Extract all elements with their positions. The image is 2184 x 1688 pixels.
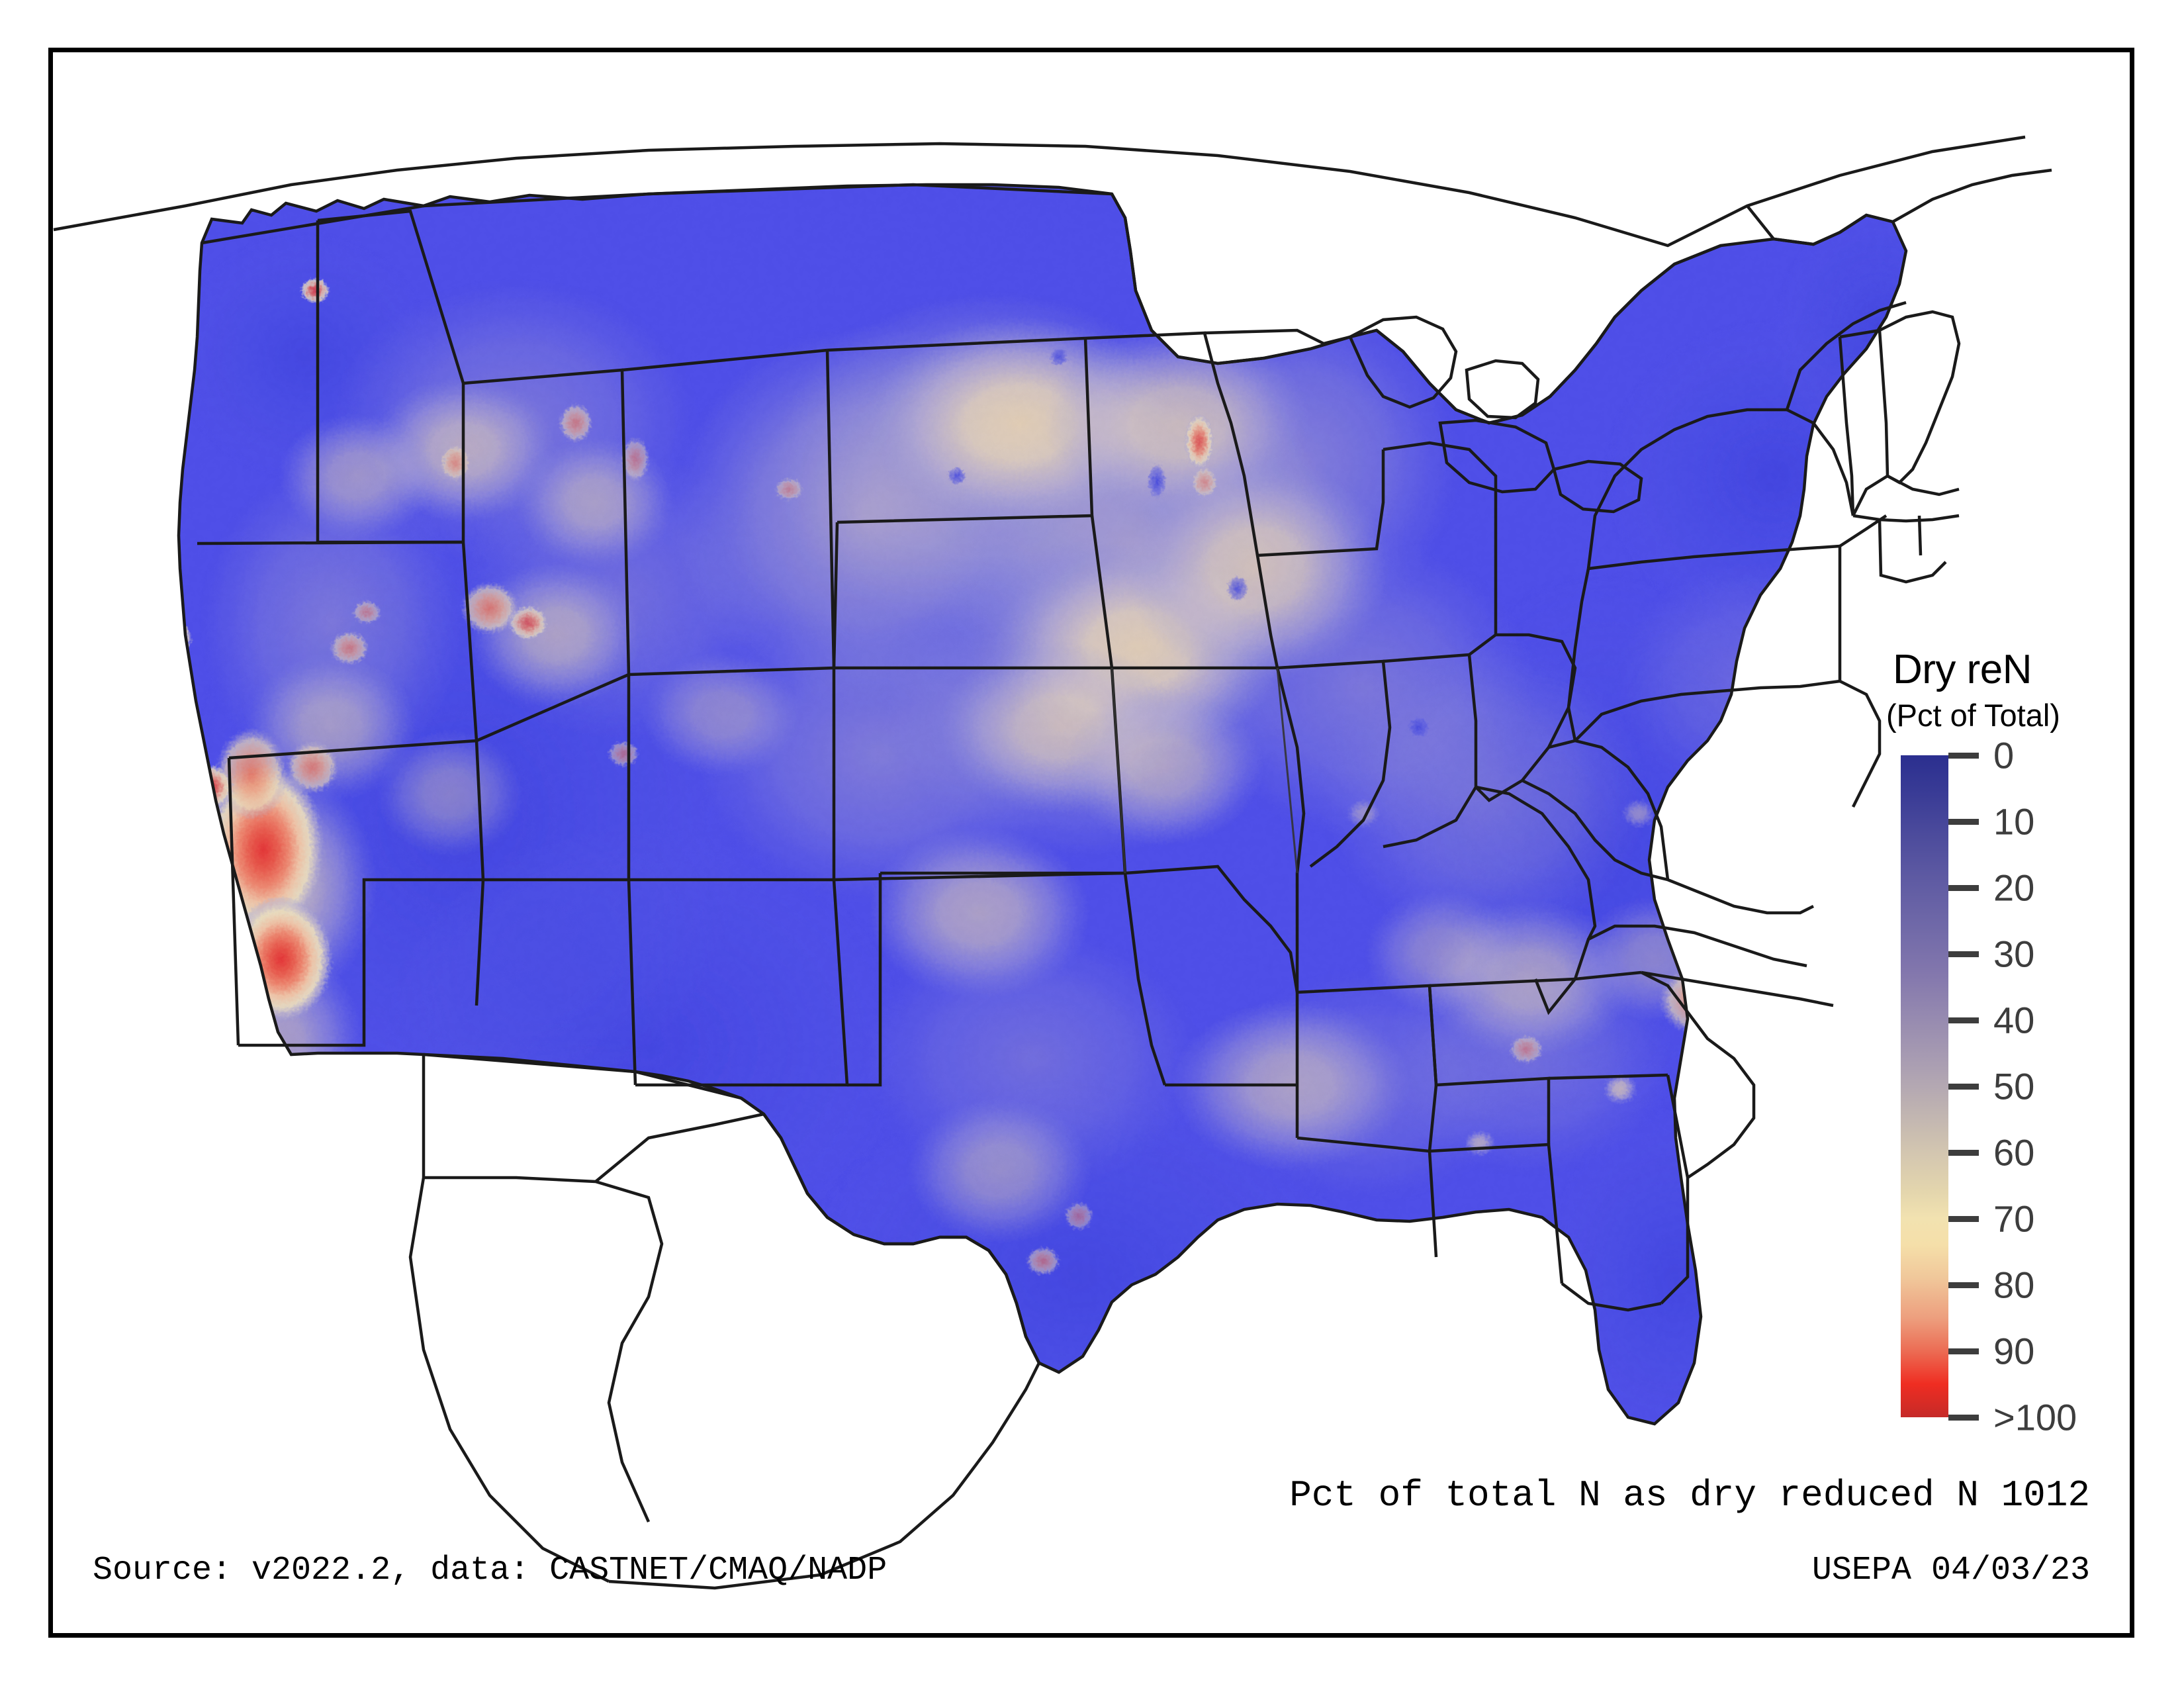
colorbar-tick-40 [1948, 1017, 1979, 1023]
colorbar-label-40: 40 [1993, 999, 2035, 1041]
map-stage: Dry reN (Pct of Total) 0 10 20 30 40 50 60 70 80… [53, 52, 2130, 1633]
source-caption: Source: v2022.2, data: CASTNET/CMAQ/NADP [93, 1552, 887, 1589]
state-borders-thin [1111, 667, 1298, 874]
colorbar-label-20: 20 [1993, 867, 2035, 909]
colorbar-legend: Dry reN (Pct of Total) 0 10 20 30 40 50 60 70 80… [1853, 648, 2118, 1522]
colorbar-label-60: 60 [1993, 1131, 2035, 1174]
colorbar-tick-30 [1948, 951, 1979, 957]
colorbar-tick-80 [1948, 1282, 1979, 1288]
colorbar-tick-70 [1948, 1216, 1979, 1222]
colorbar-label-gt100: >100 [1993, 1396, 2077, 1438]
colorbar-label-30: 30 [1993, 933, 2035, 975]
colorbar-tick-10 [1948, 819, 1979, 825]
us-map [53, 135, 2052, 1590]
colorbar-label-10: 10 [1993, 800, 2035, 843]
colorbar-label-70: 70 [1993, 1197, 2035, 1240]
colorbar-label-0: 0 [1993, 734, 2015, 776]
figure-frame: Dry reN (Pct of Total) 0 10 20 30 40 50 60 70 80… [48, 48, 2134, 1638]
agency-caption: USEPA 04/03/23 [1811, 1552, 2090, 1589]
state-borders [53, 135, 2052, 1590]
colorbar-gradient [1901, 755, 1948, 1417]
legend-title: Dry reN [1893, 647, 2032, 692]
colorbar-label-80: 80 [1993, 1264, 2035, 1306]
colorbar-label-50: 50 [1993, 1065, 2035, 1107]
colorbar-tick-20 [1948, 885, 1979, 891]
colorbar-tick-50 [1948, 1084, 1979, 1090]
colorbar-tick-90 [1948, 1348, 1979, 1354]
colorbar-label-90: 90 [1993, 1330, 2035, 1372]
colorbar-tick-60 [1948, 1150, 1979, 1156]
colorbar-wrap: 0 10 20 30 40 50 60 70 80 90 >100 [1901, 735, 2119, 1438]
main-caption: Pct of total N as dry reduced N 1012 [1289, 1474, 2090, 1517]
colorbar-tick-0 [1948, 753, 1979, 759]
colorbar-tick-gt100 [1948, 1415, 1979, 1421]
legend-subtitle: (Pct of Total) [1886, 698, 2060, 733]
raster-data-layer [179, 185, 1906, 1424]
